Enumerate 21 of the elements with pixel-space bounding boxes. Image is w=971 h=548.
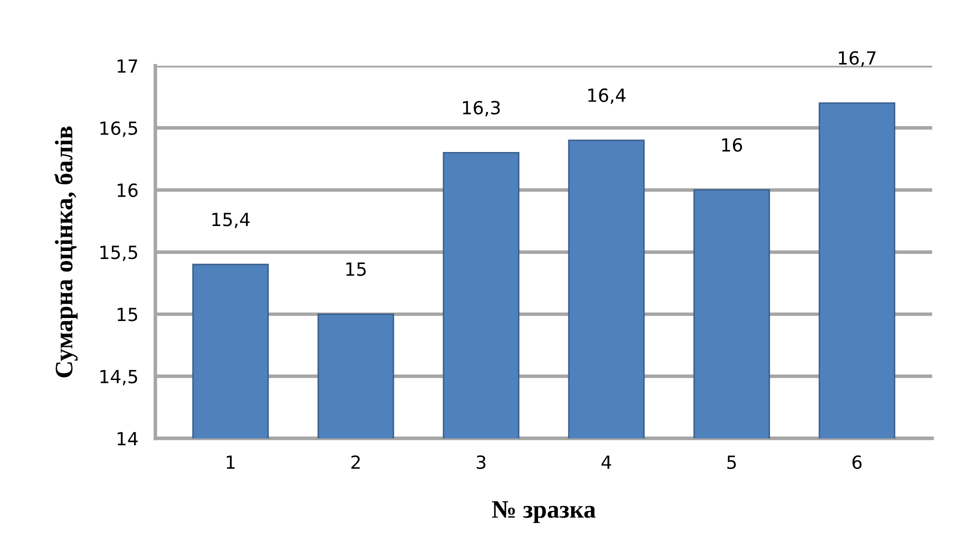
data-label: 15 (346, 262, 366, 276)
x-tick-label: 6 (852, 455, 862, 470)
data-label: 16,7 (838, 51, 876, 67)
y-tick-label: 16 (118, 183, 138, 198)
x-tick-label: 5 (727, 456, 736, 470)
x-tick-label: 3 (476, 455, 486, 470)
data-label: 16 (722, 138, 742, 152)
y-tick-label: 14,5 (100, 370, 138, 386)
data-label: 16,3 (462, 100, 500, 116)
y-tick-label: 17 (118, 59, 138, 73)
x-tick-label: 4 (602, 456, 612, 469)
y-tick-label: 16,5 (100, 121, 138, 137)
y-tick-label: 15,5 (100, 246, 138, 262)
y-tick-label: 15 (118, 308, 138, 322)
y-tick-label: 14 (118, 432, 138, 446)
data-label: 16,4 (588, 88, 626, 104)
x-axis-title: № зразка (492, 501, 596, 523)
x-tick-label: 2 (351, 455, 360, 469)
x-tick-label: 1 (226, 456, 235, 469)
data-label: 15,4 (212, 212, 250, 228)
y-axis-title: Сумарна оцінка, балів (54, 126, 78, 378)
